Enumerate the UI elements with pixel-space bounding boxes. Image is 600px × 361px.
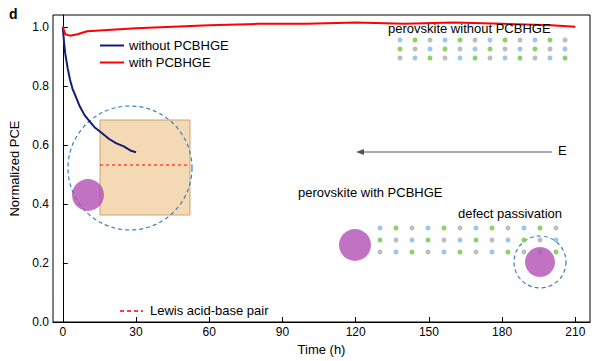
svg-text:0.6: 0.6 [32,138,49,152]
svg-text:defect passivation: defect passivation [458,206,562,221]
svg-text:E: E [558,143,567,158]
svg-text:30: 30 [129,325,143,339]
svg-text:with PCBHGE: with PCBHGE [128,55,211,70]
svg-text:0: 0 [59,325,66,339]
svg-text:perovskite with PCBHGE: perovskite with PCBHGE [298,185,443,200]
svg-text:0.8: 0.8 [32,79,49,93]
svg-text:150: 150 [419,325,439,339]
svg-text:120: 120 [346,325,366,339]
svg-text:without PCBHGE: without PCBHGE [128,38,229,53]
svg-text:1.0: 1.0 [32,20,49,34]
svg-text:90: 90 [276,325,290,339]
svg-text:Normalized PCE: Normalized PCE [7,120,22,216]
svg-text:210: 210 [565,325,585,339]
svg-text:Lewis acid-base pair: Lewis acid-base pair [150,303,269,318]
svg-text:0.2: 0.2 [32,256,49,270]
svg-text:perovskite without PCBHGE: perovskite without PCBHGE [388,21,551,36]
svg-text:Time (h): Time (h) [298,342,346,357]
svg-text:d: d [9,6,18,22]
svg-text:0.4: 0.4 [32,197,49,211]
svg-text:60: 60 [203,325,217,339]
svg-text:180: 180 [492,325,512,339]
svg-text:0.0: 0.0 [32,315,49,329]
